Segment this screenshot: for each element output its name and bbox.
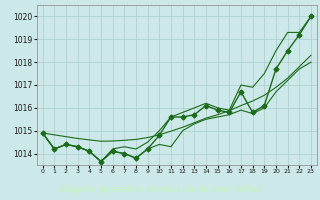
Text: Graphe pression niveau de la mer (hPa): Graphe pression niveau de la mer (hPa) <box>59 185 261 194</box>
